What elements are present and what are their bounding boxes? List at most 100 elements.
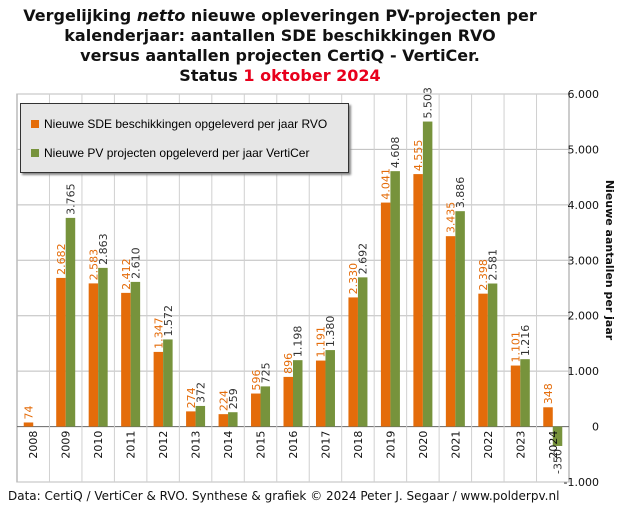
x-tick-label: 2012 — [157, 431, 170, 459]
bar-sde — [510, 365, 521, 427]
legend-swatch-pv — [31, 149, 39, 157]
bar-pv — [260, 386, 271, 427]
bar-sde — [380, 202, 391, 427]
bar-sde — [478, 293, 488, 427]
x-tick-label: 2024 — [547, 431, 560, 459]
data-label-pv: 1.572 — [162, 305, 175, 337]
y-tick-label: 3.000 — [568, 254, 600, 267]
y-tick-label: 2.000 — [568, 310, 600, 323]
x-tick-label: 2011 — [125, 431, 138, 459]
legend-label-pv: Nieuwe PV projecten opgeleverd per jaar … — [44, 146, 310, 160]
data-label-pv: 1.198 — [292, 326, 305, 358]
x-tick-label: 2010 — [92, 431, 105, 459]
title-status-date: 1 oktober 2024 — [243, 66, 381, 85]
x-tick-label: 2014 — [222, 431, 235, 459]
bar-sde — [56, 277, 66, 427]
footer-source: Data: CertiQ / VertiCer & RVO. Synthese … — [8, 489, 560, 503]
y-tick-label: 0 — [592, 421, 599, 434]
data-label-pv: 2.581 — [487, 249, 500, 280]
bar-pv — [293, 360, 303, 427]
data-label-pv: 259 — [227, 388, 240, 409]
bar-sde — [348, 297, 358, 427]
bar-pv — [487, 283, 498, 427]
y-tick-label: 6.000 — [568, 88, 600, 101]
y-tick-label: -1.000 — [564, 476, 599, 489]
data-label-pv: 3.765 — [64, 183, 77, 215]
x-tick-label: 2018 — [352, 431, 365, 459]
bar-pv — [422, 121, 433, 427]
data-label-sde: 1.347 — [152, 317, 165, 349]
bar-pv — [357, 277, 368, 427]
data-label-sde: 3.435 — [445, 202, 458, 234]
data-label-pv: 4.608 — [389, 137, 402, 169]
bar-sde — [251, 393, 261, 427]
x-tick-label: 2021 — [449, 431, 462, 459]
bar-pv — [130, 281, 141, 427]
data-label-pv: 3.886 — [454, 177, 467, 209]
y-tick-label: 1.000 — [568, 365, 600, 378]
data-label-sde: 274 — [185, 387, 198, 408]
x-tick-label: 2008 — [27, 431, 40, 459]
bar-pv — [520, 359, 530, 427]
title-emphasis: netto — [136, 6, 186, 25]
bar-sde — [413, 174, 423, 427]
bar-sde — [88, 283, 99, 427]
x-tick-label: 2020 — [417, 431, 430, 459]
bar-pv — [65, 217, 76, 427]
legend-label-sde: Nieuwe SDE beschikkingen opgeleverd per … — [44, 117, 328, 131]
data-label-pv: 2.863 — [97, 233, 110, 265]
data-label-pv: 2.692 — [357, 243, 370, 275]
bar-sde — [121, 292, 131, 427]
x-tick-label: 2019 — [384, 431, 397, 459]
data-label-sde: 2.412 — [120, 258, 133, 290]
bar-sde — [218, 414, 229, 427]
data-label-sde: 2.682 — [55, 243, 68, 275]
x-tick-label: 2013 — [190, 431, 203, 459]
x-tick-label: 2017 — [319, 431, 332, 459]
data-label-pv: -350 — [552, 449, 565, 474]
legend-swatch-sde — [31, 120, 39, 128]
bar-pv — [455, 211, 465, 427]
data-label-sde: 1.101 — [510, 331, 523, 363]
data-label-sde: 348 — [542, 383, 555, 404]
bar-sde — [283, 376, 293, 427]
bar-pv — [552, 426, 563, 446]
legend: Nieuwe SDE beschikkingen opgeleverd per … — [20, 103, 349, 173]
bar-sde — [153, 351, 164, 427]
data-label-sde: 4.555 — [412, 140, 425, 172]
data-label-sde: 2.583 — [87, 249, 100, 281]
bar-pv — [228, 412, 238, 427]
x-tick-label: 2023 — [514, 431, 527, 459]
bar-pv — [195, 405, 206, 427]
x-tick-label: 2009 — [60, 431, 73, 459]
bar-pv — [325, 350, 335, 427]
y-tick-label: 4.000 — [568, 199, 600, 212]
data-label-sde: 896 — [282, 353, 295, 374]
data-label-sde: 224 — [217, 390, 230, 411]
data-label-sde: 4.041 — [380, 168, 393, 200]
bar-sde — [186, 411, 196, 427]
x-tick-label: 2015 — [255, 431, 268, 459]
data-label-pv: 5.503 — [422, 87, 435, 119]
data-label-sde: 596 — [250, 370, 263, 391]
data-label-sde: 2.398 — [477, 259, 490, 290]
data-label-pv: 1.216 — [519, 325, 532, 357]
data-label-pv: 2.610 — [129, 247, 142, 279]
y-tick-label: 5.000 — [568, 143, 600, 156]
bar-sde — [23, 422, 34, 427]
bar-pv — [390, 171, 400, 427]
x-tick-label: 2016 — [287, 431, 300, 459]
bar-sde — [445, 236, 456, 427]
bar-sde — [543, 407, 553, 427]
legend-item-sde: Nieuwe SDE beschikkingen opgeleverd per … — [31, 116, 327, 132]
bar-sde — [315, 360, 326, 427]
legend-item-pv: Nieuwe PV projecten opgeleverd per jaar … — [31, 145, 309, 161]
data-label-sde: 1.191 — [315, 326, 328, 358]
data-label-pv: 372 — [194, 382, 207, 403]
bar-pv — [98, 267, 108, 427]
data-label-sde: 2.330 — [347, 263, 360, 295]
data-label-pv: 1.380 — [324, 316, 337, 348]
data-label-pv: 725 — [259, 362, 272, 383]
x-tick-label: 2022 — [482, 431, 495, 459]
